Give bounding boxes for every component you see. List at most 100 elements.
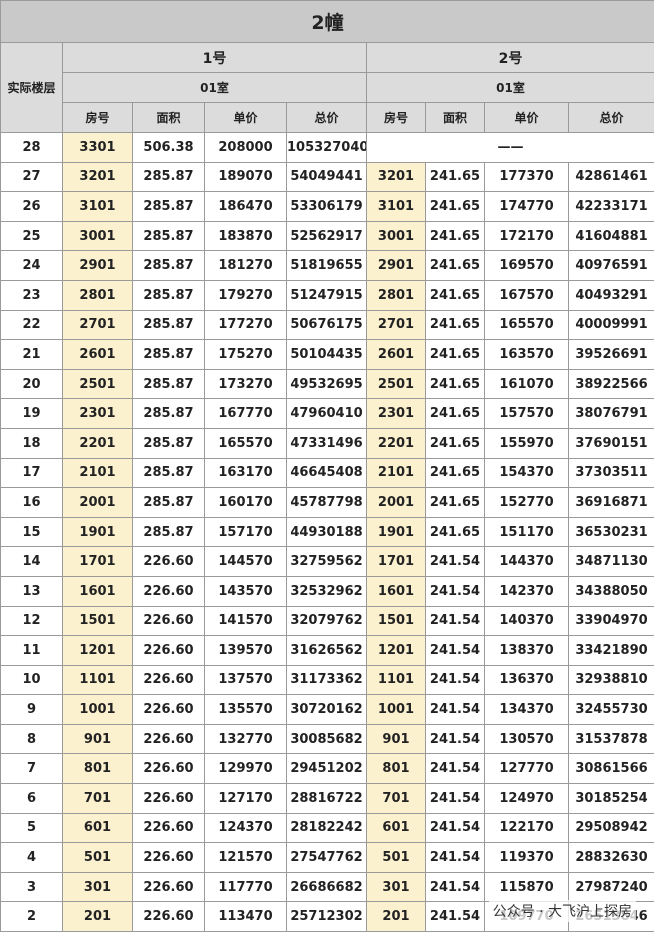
cell: 241.54 bbox=[425, 575, 485, 607]
cell: 163170 bbox=[204, 457, 287, 489]
cell: 285.87 bbox=[132, 220, 205, 252]
floor-cell: 23 bbox=[0, 279, 63, 311]
cell: 27987240 bbox=[567, 871, 654, 903]
cell: 39526691 bbox=[567, 339, 654, 370]
cell: 130570 bbox=[484, 723, 569, 755]
table-title: 2幢 bbox=[0, 0, 654, 43]
cell: 28182242 bbox=[286, 812, 367, 844]
floor-cell: 27 bbox=[0, 161, 63, 193]
floor-cell: 13 bbox=[0, 575, 63, 607]
cell: 2901 bbox=[366, 250, 426, 281]
cell: 45787798 bbox=[286, 487, 367, 518]
cell: 30861566 bbox=[567, 753, 654, 785]
cell: 1101 bbox=[366, 664, 426, 696]
cell: 47331496 bbox=[286, 427, 367, 459]
floor-cell: 21 bbox=[0, 339, 63, 370]
floor-cell: 9 bbox=[0, 694, 63, 725]
table-row: 19 2301 285.87 167770 47960410 2301 241.65 1575… bbox=[0, 398, 654, 429]
cell: 1501 bbox=[62, 605, 133, 637]
cell: 30720162 bbox=[286, 694, 367, 725]
cell: 285.87 bbox=[132, 487, 205, 518]
cell: 144370 bbox=[484, 546, 569, 577]
cell: 601 bbox=[366, 812, 426, 844]
cell: 241.65 bbox=[425, 191, 485, 222]
cell: 1701 bbox=[366, 546, 426, 577]
cell: 37303511 bbox=[567, 457, 654, 489]
cell: 54049441 bbox=[286, 161, 367, 193]
cell: 226.60 bbox=[132, 546, 205, 577]
cell: 3101 bbox=[366, 191, 426, 222]
cell: 33421890 bbox=[567, 635, 654, 666]
cell: 226.60 bbox=[132, 664, 205, 696]
table-row: 14 1701 226.60 144570 32759562 1701 241.54 1443… bbox=[0, 546, 654, 577]
cell: 26686682 bbox=[286, 871, 367, 903]
table-row: 3 301 226.60 117770 26686682 301 241.54 115870 2… bbox=[0, 871, 654, 903]
room-header: 01室 bbox=[62, 72, 367, 103]
building-header: 1号 bbox=[62, 42, 367, 73]
cell: 241.54 bbox=[425, 605, 485, 637]
cell: 226.60 bbox=[132, 635, 205, 666]
table-row: 21 2601 285.87 175270 50104435 2601 241.65 1635… bbox=[0, 339, 654, 370]
table-row: 5 601 226.60 124370 28182242 601 241.54 122170 2… bbox=[0, 812, 654, 844]
cell: 241.65 bbox=[425, 487, 485, 518]
cell: 129970 bbox=[204, 753, 287, 785]
cell: 29508942 bbox=[567, 812, 654, 844]
cell: 201 bbox=[62, 901, 133, 933]
cell: 241.54 bbox=[425, 871, 485, 903]
column-header: 房号 bbox=[366, 102, 426, 133]
cell: 2601 bbox=[62, 339, 133, 370]
cell: 226.60 bbox=[132, 812, 205, 844]
cell: 2301 bbox=[62, 398, 133, 429]
cell: 36916871 bbox=[567, 487, 654, 518]
cell: 1201 bbox=[62, 635, 133, 666]
cell: 801 bbox=[366, 753, 426, 785]
cell: 506.38 bbox=[132, 132, 205, 163]
cell: 2701 bbox=[366, 309, 426, 341]
cell: 44930188 bbox=[286, 516, 367, 548]
cell: 2301 bbox=[366, 398, 426, 429]
cell: 154370 bbox=[484, 457, 569, 489]
floor-cell: 10 bbox=[0, 664, 63, 696]
floor-cell: 20 bbox=[0, 368, 63, 400]
cell: 28816722 bbox=[286, 783, 367, 814]
cell: 3001 bbox=[366, 220, 426, 252]
table-row: 24 2901 285.87 181270 51819655 2901 241.65 1695… bbox=[0, 250, 654, 281]
cell: 1101 bbox=[62, 664, 133, 696]
cell: 115870 bbox=[484, 871, 569, 903]
cell: 29451202 bbox=[286, 753, 367, 785]
cell: 3101 bbox=[62, 191, 133, 222]
table-row: 10 1101 226.60 137570 31173362 1101 241.54 1363… bbox=[0, 664, 654, 696]
cell: 49532695 bbox=[286, 368, 367, 400]
cell: 140370 bbox=[484, 605, 569, 637]
cell: 37690151 bbox=[567, 427, 654, 459]
cell: 241.54 bbox=[425, 812, 485, 844]
cell: 226.60 bbox=[132, 871, 205, 903]
cell: 134370 bbox=[484, 694, 569, 725]
cell: 174770 bbox=[484, 191, 569, 222]
cell: 31626562 bbox=[286, 635, 367, 666]
cell: 285.87 bbox=[132, 427, 205, 459]
cell: 301 bbox=[62, 871, 133, 903]
cell: 177270 bbox=[204, 309, 287, 341]
cell: 1201 bbox=[366, 635, 426, 666]
cell: 241.65 bbox=[425, 368, 485, 400]
cell: 2001 bbox=[62, 487, 133, 518]
cell: 157170 bbox=[204, 516, 287, 548]
cell: 1901 bbox=[366, 516, 426, 548]
cell: 132770 bbox=[204, 723, 287, 755]
table-row: 17 2101 285.87 163170 46645408 2101 241.65 1543… bbox=[0, 457, 654, 489]
cell: 41604881 bbox=[567, 220, 654, 252]
table-row: 9 1001 226.60 135570 30720162 1001 241.54 13437… bbox=[0, 694, 654, 725]
cell: 53306179 bbox=[286, 191, 367, 222]
cell: 186470 bbox=[204, 191, 287, 222]
floor-cell: 7 bbox=[0, 753, 63, 785]
cell: —— bbox=[365, 132, 654, 163]
cell: 901 bbox=[62, 723, 133, 755]
cell: 1001 bbox=[366, 694, 426, 725]
cell: 173270 bbox=[204, 368, 287, 400]
building-header: 2号 bbox=[365, 42, 654, 73]
cell: 285.87 bbox=[132, 191, 205, 222]
cell: 226.60 bbox=[132, 842, 205, 873]
watermark: 公众号 · 大飞沪上探房 bbox=[488, 900, 636, 922]
table-row: 23 2801 285.87 179270 51247915 2801 241.65 1675… bbox=[0, 279, 654, 311]
